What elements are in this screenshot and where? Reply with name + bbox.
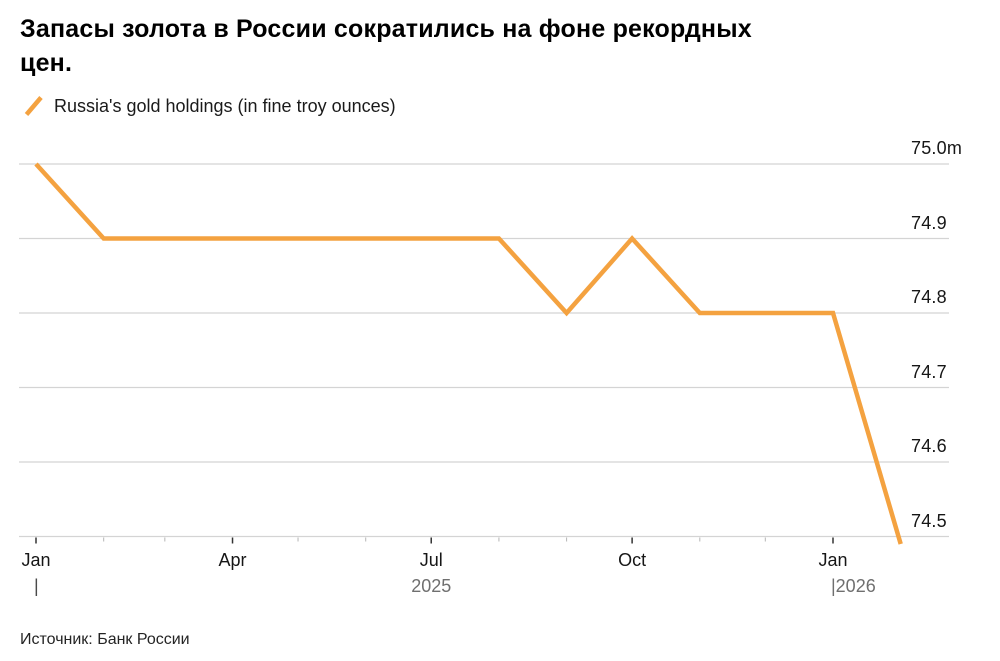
y-axis-label: 74.5 <box>911 510 947 531</box>
x-axis-month-label: Apr <box>218 550 247 570</box>
gold-holdings-line-series <box>34 162 903 545</box>
x-axis-month-label: Jul <box>419 550 443 570</box>
y-axis-label: 74.9 <box>911 212 947 233</box>
legend: Russia's gold holdings (in fine troy oun… <box>24 95 396 117</box>
y-axis-label: 74.8 <box>911 287 947 307</box>
y-axis-label: 74.6 <box>911 436 947 456</box>
x-axis-month-label: Oct <box>618 550 647 570</box>
x-axis-month-label: Jan <box>21 550 51 570</box>
legend-slash-stroke <box>24 96 43 116</box>
chart-title: Запасы золота в России сократились на фо… <box>20 15 752 77</box>
x-axis-month-label: Jan <box>818 550 848 570</box>
year-marker-label: | <box>34 576 39 596</box>
line-series-slash-icon <box>24 95 44 117</box>
legend-label: Russia's gold holdings (in fine troy oun… <box>54 96 396 116</box>
year-marker-label: 2025 <box>411 576 452 596</box>
year-marker-label: |2026 <box>831 576 876 596</box>
y-axis-label: 75.0m <box>911 138 963 158</box>
source-note: Источник: Банк России <box>20 631 190 648</box>
y-axis-label: 74.7 <box>911 361 947 382</box>
